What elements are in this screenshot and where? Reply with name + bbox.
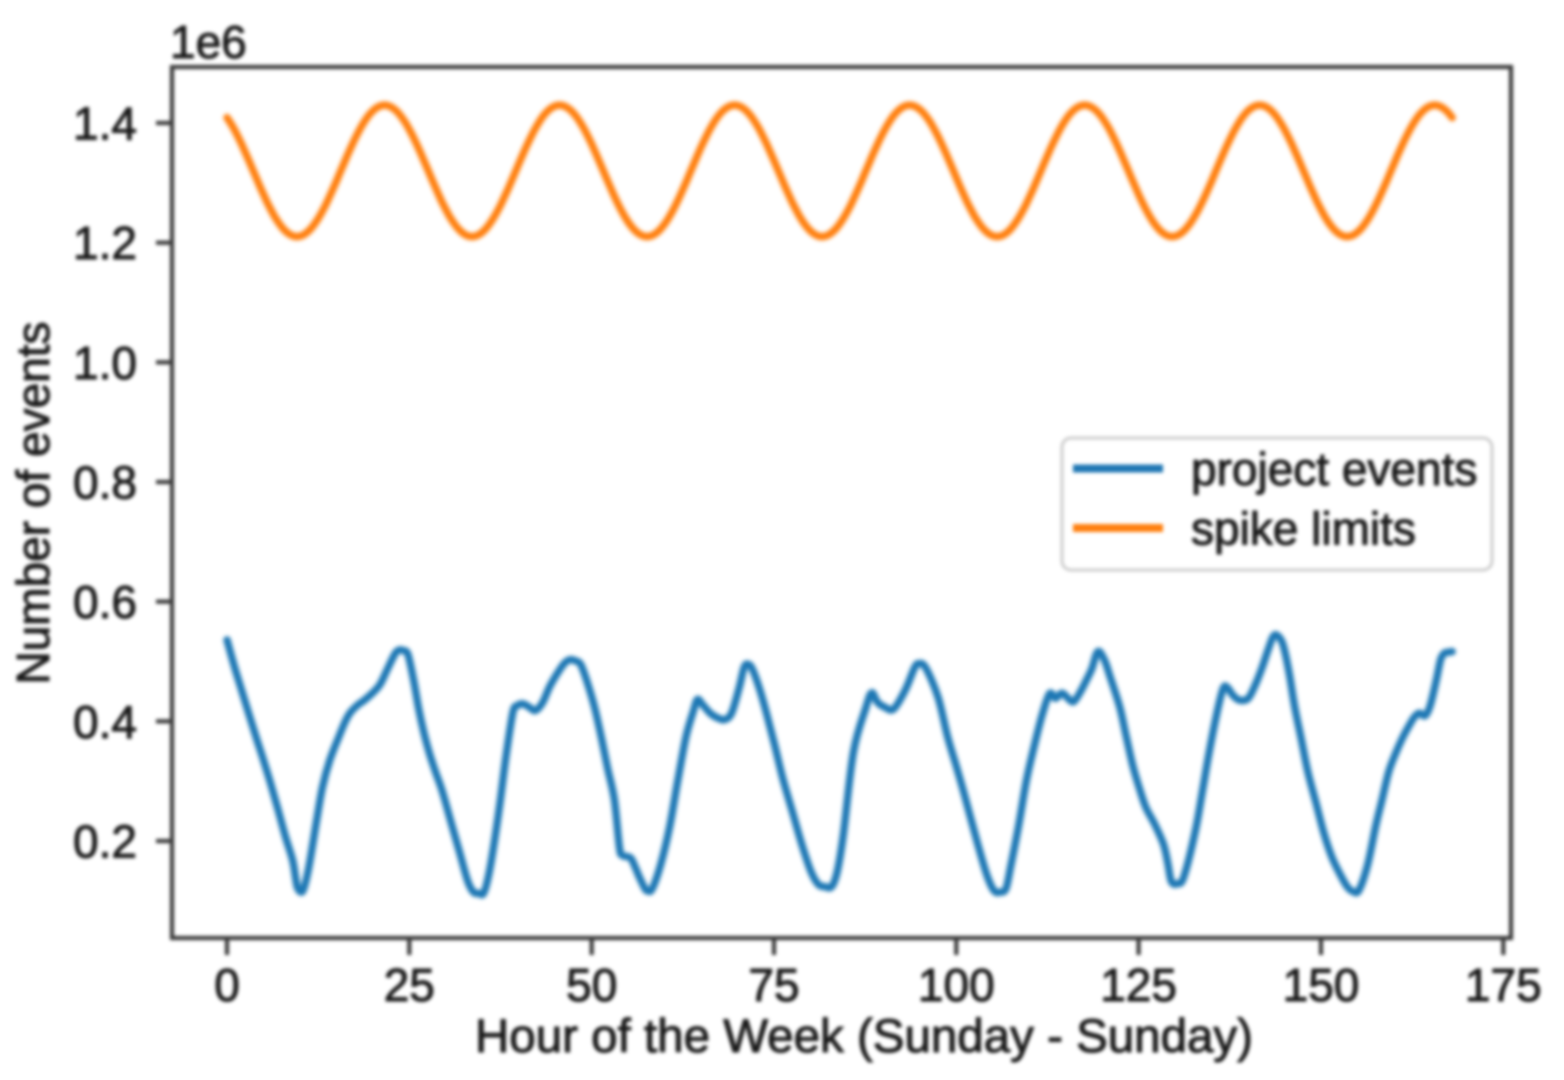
svg-text:project events: project events [1191,443,1477,495]
svg-text:0.6: 0.6 [73,576,137,628]
svg-text:1.2: 1.2 [73,217,137,269]
svg-text:125: 125 [1100,959,1177,1011]
svg-text:75: 75 [748,959,799,1011]
svg-text:25: 25 [384,959,435,1011]
svg-text:175: 175 [1465,959,1542,1011]
svg-text:Hour of the Week (Sunday - Sun: Hour of the Week (Sunday - Sunday) [475,1010,1253,1063]
svg-text:1.0: 1.0 [73,337,137,389]
svg-text:1e6: 1e6 [170,16,247,68]
svg-text:0: 0 [214,959,240,1011]
svg-text:0.4: 0.4 [73,696,137,748]
svg-text:150: 150 [1283,959,1360,1011]
svg-text:Number of events: Number of events [7,321,59,684]
svg-text:spike limits: spike limits [1191,503,1416,555]
svg-text:50: 50 [566,959,617,1011]
svg-text:100: 100 [918,959,995,1011]
svg-text:1.4: 1.4 [73,98,137,150]
svg-text:0.8: 0.8 [73,457,137,509]
svg-text:0.2: 0.2 [73,816,137,868]
